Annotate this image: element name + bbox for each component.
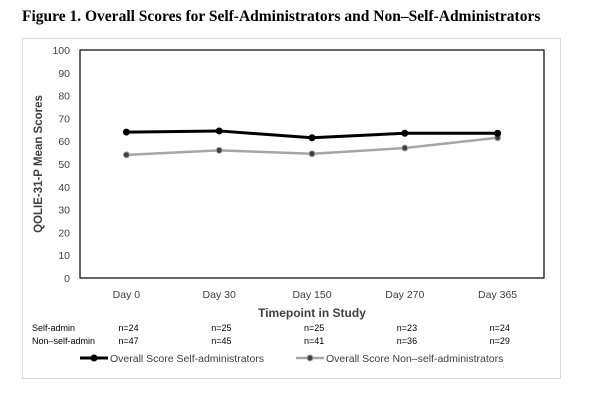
x-tick-label: Day 365: [478, 289, 517, 301]
sample-size-table: Self-admin n=24 n=25 n=25 n=23 n=24 Non–self-a…: [32, 323, 510, 346]
sample-size-cell: n=24: [490, 323, 510, 333]
sample-size-cell: n=41: [304, 336, 324, 346]
series-layer: [122, 127, 502, 159]
x-axis-label: Timepoint in Study: [258, 306, 366, 320]
y-tick-label: 30: [58, 205, 70, 217]
sample-size-cell: n=25: [211, 323, 231, 333]
y-tick-label: 20: [58, 227, 70, 239]
sample-row-label: Non–self-admin: [32, 336, 95, 346]
x-axis-ticks: Day 0 Day 30 Day 150 Day 270 Day 365: [113, 289, 518, 301]
x-tick-label: Day 270: [385, 289, 424, 301]
y-tick-label: 90: [58, 68, 70, 80]
sample-size-cell: n=45: [211, 336, 231, 346]
sample-size-cell: n=23: [397, 323, 417, 333]
sample-size-cell: n=25: [304, 323, 324, 333]
data-point: [215, 127, 223, 135]
data-point: [308, 134, 316, 142]
legend: Overall Score Self-administrators Overall…: [80, 353, 503, 365]
y-tick-label: 10: [58, 250, 70, 262]
sample-size-cell: n=47: [118, 336, 138, 346]
data-point: [122, 128, 130, 136]
data-point: [308, 150, 316, 158]
y-tick-label: 70: [58, 113, 70, 125]
sample-size-cell: n=36: [397, 336, 417, 346]
plot-area: [79, 49, 545, 279]
data-point: [401, 129, 409, 137]
legend-label: Overall Score Non–self-administrators: [326, 353, 503, 365]
legend-swatch-marker: [306, 354, 314, 362]
data-point: [215, 146, 223, 154]
y-tick-label: 80: [58, 91, 70, 103]
y-tick-label: 50: [58, 159, 70, 171]
sample-size-cell: n=29: [490, 336, 510, 346]
x-tick-label: Day 0: [113, 289, 141, 301]
y-axis-label: QOLIE-31-P Mean Scores: [33, 95, 45, 233]
data-point: [401, 144, 409, 152]
chart-frame: [22, 38, 561, 379]
sample-row-label: Self-admin: [32, 323, 75, 333]
data-point: [494, 129, 502, 137]
sample-size-cell: n=24: [118, 323, 138, 333]
data-point: [122, 151, 130, 159]
y-axis-ticks: 0 10 20 30 40 50 60 70 80 90 100: [52, 45, 70, 285]
y-tick-label: 100: [52, 45, 70, 57]
y-tick-label: 0: [64, 273, 70, 285]
x-tick-label: Day 150: [292, 289, 331, 301]
legend-label: Overall Score Self-administrators: [110, 353, 264, 365]
x-tick-label: Day 30: [203, 289, 236, 301]
figure-title: Figure 1. Overall Scores for Self-Admini…: [22, 8, 541, 25]
y-tick-label: 40: [58, 182, 70, 194]
legend-swatch-marker: [90, 354, 98, 362]
y-tick-label: 60: [58, 136, 70, 148]
